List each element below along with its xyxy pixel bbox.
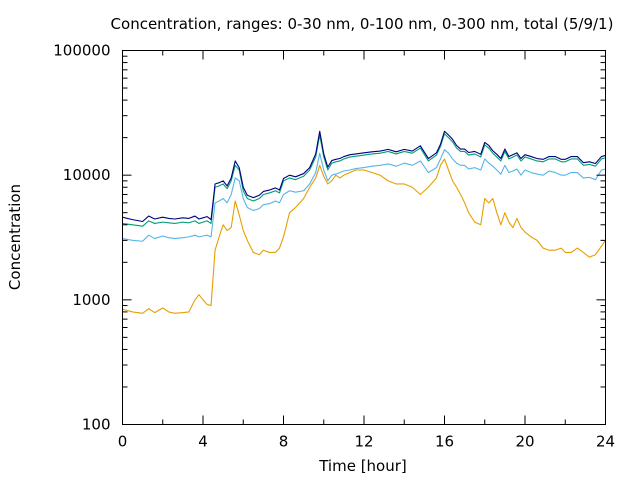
x-tick-label: 16	[435, 433, 454, 451]
y-tick-label: 10000	[63, 166, 111, 184]
x-tick-label: 0	[118, 433, 128, 451]
series-line-3	[122, 133, 606, 227]
series-line-1	[122, 158, 606, 314]
series-line-4	[122, 130, 606, 223]
x-tick-label: 24	[596, 433, 615, 451]
x-axis: 0 4 8 12 16 20 24	[118, 50, 615, 451]
x-axis-label: Time [hour]	[318, 457, 407, 475]
x-tick-label: 8	[279, 433, 289, 451]
y-tick-label: 1000	[72, 291, 110, 309]
y-axis: 100 1000 10000 100000	[53, 42, 606, 434]
x-tick-label: 12	[354, 433, 373, 451]
series-layer	[122, 130, 606, 314]
y-tick-label: 100	[82, 416, 111, 434]
y-axis-label: Concentration	[6, 184, 24, 290]
chart-title: Concentration, ranges: 0-30 nm, 0-100 nm…	[111, 15, 614, 33]
series-line-2	[122, 149, 606, 242]
x-tick-label: 20	[515, 433, 534, 451]
x-tick-label: 4	[198, 433, 208, 451]
y-tick-label: 100000	[53, 42, 110, 60]
